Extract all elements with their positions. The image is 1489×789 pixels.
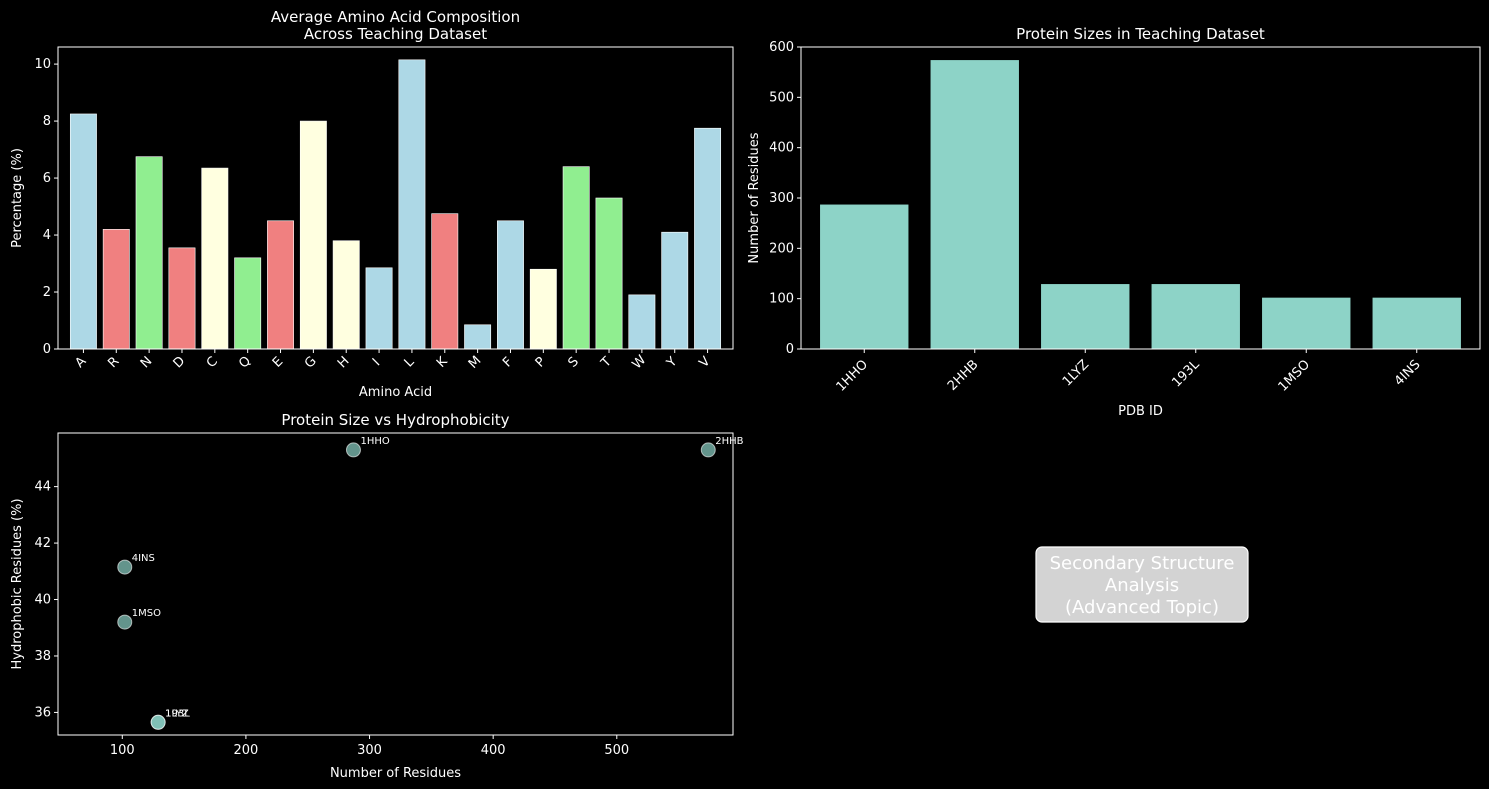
bar-4INS [1372, 297, 1461, 349]
point-193L [150, 714, 166, 730]
y-axis-label: Hydrophobic Residues (%) [10, 498, 25, 669]
y-axis-label: Number of Residues [747, 132, 762, 263]
point-label-1HHO: 1HHO [360, 436, 389, 447]
bar-193L [1151, 284, 1240, 349]
placeholder-text: Secondary Structure [1050, 553, 1235, 574]
chart-title: Protein Sizes in Teaching Dataset [1016, 25, 1265, 43]
bar-Y [661, 231, 689, 350]
y-tick-label: 2 [43, 285, 51, 300]
y-tick-label: 600 [769, 40, 794, 55]
bar-V [694, 127, 722, 350]
y-tick-label: 40 [34, 593, 51, 608]
y-tick-label: 4 [43, 228, 51, 243]
point-label-193L: 193L [165, 708, 190, 719]
point-1HHO [345, 442, 361, 458]
y-tick-label: 42 [34, 536, 51, 551]
bar-P [529, 268, 557, 350]
y-tick-label: 500 [769, 90, 794, 105]
bar-R [102, 229, 130, 350]
y-tick-label: 400 [769, 141, 794, 156]
x-tick-label: 100 [110, 743, 135, 758]
y-tick-label: 38 [34, 649, 51, 664]
plot-frame [57, 46, 734, 350]
point-label-1MSO: 1MSO [132, 608, 161, 619]
bar-C [201, 167, 229, 350]
chart-title: Average Amino Acid Composition [271, 8, 520, 26]
y-tick-label: 0 [43, 342, 51, 357]
bar-K [431, 213, 459, 350]
bar-N [135, 156, 163, 350]
x-tick-label: 200 [233, 743, 258, 758]
bar-F [497, 220, 524, 350]
point-2HHB [700, 442, 716, 458]
bar-S [562, 166, 590, 350]
x-axis-label: Number of Residues [330, 766, 461, 781]
x-tick-label: 300 [357, 743, 382, 758]
chart-title: Across Teaching Dataset [304, 25, 487, 43]
y-tick-label: 0 [786, 342, 794, 357]
y-tick-label: 6 [43, 171, 51, 186]
plot-frame [57, 432, 734, 736]
bar-D [168, 247, 196, 350]
x-axis-label: PDB ID [1118, 404, 1163, 419]
point-1MSO [117, 614, 133, 630]
y-tick-label: 10 [34, 57, 51, 72]
y-tick-label: 200 [769, 241, 794, 256]
placeholder-box [1035, 546, 1249, 623]
y-tick-label: 44 [34, 480, 51, 495]
bar-2HHB [930, 60, 1019, 349]
y-tick-label: 100 [769, 292, 794, 307]
point-4INS [117, 559, 133, 575]
bar-E [267, 220, 294, 350]
point-label-4INS: 4INS [132, 553, 155, 564]
y-tick-label: 36 [34, 705, 51, 720]
bar-H [332, 240, 360, 350]
chart-title: Protein Size vs Hydrophobicity [281, 411, 509, 429]
placeholder-text: (Advanced Topic) [1065, 597, 1219, 618]
x-tick-label: 500 [604, 743, 629, 758]
bar-L [398, 59, 426, 350]
bar-1MSO [1262, 297, 1351, 349]
y-tick-label: 300 [769, 191, 794, 206]
bar-I [365, 267, 393, 350]
y-axis-label: Percentage (%) [10, 148, 25, 248]
point-label-1LYZ: 1LYZ [165, 708, 189, 719]
x-tick-label: 400 [481, 743, 506, 758]
bar-1LYZ [1041, 284, 1130, 349]
bar-1HHO [820, 204, 909, 349]
bar-A [69, 113, 97, 350]
point-label-2HHB: 2HHB [715, 436, 743, 447]
bar-M [464, 324, 492, 350]
bar-G [299, 120, 327, 350]
bar-Q [234, 257, 262, 350]
x-axis-label: Amino Acid [359, 385, 432, 400]
y-tick-label: 8 [43, 114, 51, 129]
bar-T [595, 197, 623, 350]
placeholder-text: Analysis [1105, 575, 1179, 596]
bar-W [628, 294, 656, 350]
